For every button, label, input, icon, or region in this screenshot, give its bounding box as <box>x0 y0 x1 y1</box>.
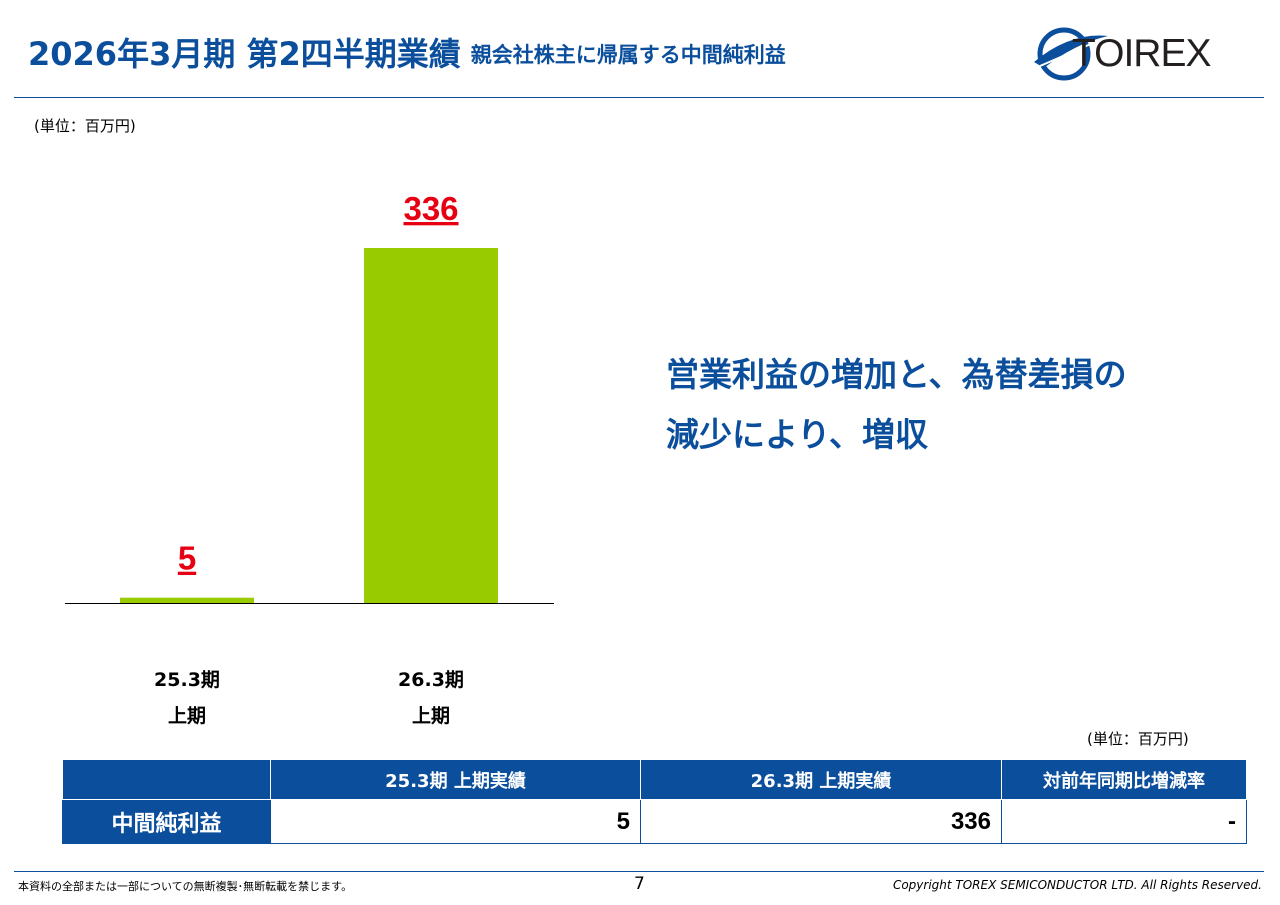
footer-notice: 本資料の全部または一部についての無断複製･無断転載を禁じます。 <box>18 880 353 893</box>
category-label-0: 25.3期上期 <box>154 669 220 727</box>
results-table: 25.3期 上期実績 26.3期 上期実績 対前年同期比増減率 中間純利益 5 … <box>62 759 1247 844</box>
footer-divider <box>14 871 1264 872</box>
unit-label-table: (単位：百万円) <box>1087 730 1189 748</box>
bar-chart: 5 25.3期上期 336 26.3期上期 <box>65 190 554 727</box>
table-header-curr: 26.3期 上期実績 <box>640 759 1002 800</box>
category-label-1: 26.3期上期 <box>398 669 464 727</box>
header-divider <box>14 97 1264 98</box>
summary-message: 営業利益の増加と、為替差損の 減少により、増収 <box>666 345 1226 465</box>
table-header-prev: 25.3期 上期実績 <box>270 759 641 800</box>
title-subtitle: 親会社株主に帰属する中間純利益 <box>470 43 786 67</box>
table-cell-curr: 336 <box>640 799 1002 844</box>
bar-1 <box>364 248 498 603</box>
bar-0 <box>120 597 254 603</box>
footer-copyright: Copyright TOREX SEMICONDUCTOR LTD. All R… <box>892 878 1262 892</box>
logo-text: TOIREX <box>1072 32 1211 75</box>
torex-logo <box>1034 27 1108 81</box>
bar-value-label-0: 5 <box>178 540 196 577</box>
table-cell-change: - <box>1001 799 1247 844</box>
table-header-blank <box>62 759 271 800</box>
page-title: 2026年3月期 第2四半期業績 親会社株主に帰属する中間純利益 <box>28 34 786 75</box>
bar-value-label-1: 336 <box>403 190 458 227</box>
table-header-row: 25.3期 上期実績 26.3期 上期実績 対前年同期比増減率 <box>62 759 1247 800</box>
table-row-label: 中間純利益 <box>62 799 271 844</box>
unit-label-chart: (単位：百万円) <box>34 117 136 135</box>
table-row: 中間純利益 5 336 - <box>62 799 1247 844</box>
table-header-change: 対前年同期比増減率 <box>1001 759 1247 800</box>
title-main: 2026年3月期 第2四半期業績 <box>28 35 461 73</box>
table-cell-prev: 5 <box>270 799 641 844</box>
page-number: 7 <box>634 874 645 894</box>
summary-message-line1: 営業利益の増加と、為替差損の <box>666 355 1127 394</box>
summary-message-line2: 減少により、増収 <box>666 415 929 454</box>
